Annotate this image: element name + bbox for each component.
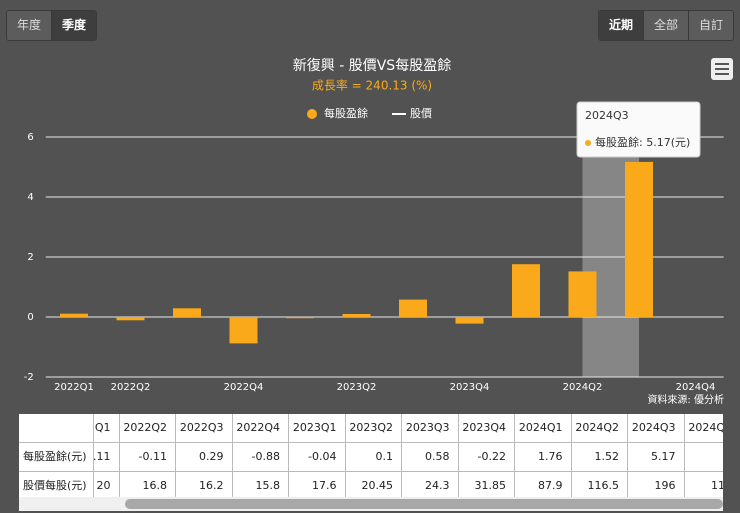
corner: [19, 414, 94, 442]
header-cell: 2023Q4: [459, 414, 515, 442]
menu-icon[interactable]: [711, 58, 733, 80]
table-cell: -0.88: [233, 443, 289, 471]
header-cell: 2024Q3: [628, 414, 685, 442]
period-toggle: 年度 季度: [6, 10, 98, 41]
data-table: 2022Q12022Q22022Q32022Q42023Q12023Q22023…: [19, 414, 723, 501]
bar: [455, 317, 484, 324]
legend-symbol: [307, 109, 317, 119]
bar: [229, 317, 258, 344]
row-label: 股價每股(元): [19, 472, 94, 500]
header-cell: 2022Q3: [176, 414, 233, 442]
table-cell: 0.1: [346, 443, 402, 471]
x-tick-label: 2024Q2: [563, 382, 603, 393]
table-scroll: 0.11-0.110.29-0.88-0.040.10.58-0.221.761…: [94, 443, 723, 471]
button[interactable]: 全部: [643, 11, 689, 40]
table-cell: 15.8: [233, 472, 289, 500]
x-tick-label: 2022Q2: [111, 382, 151, 393]
source: 資料來源: 優分析: [647, 393, 724, 406]
table-cell: 5.17: [628, 443, 685, 471]
table-cells: 0.11-0.110.29-0.88-0.040.10.58-0.221.761…: [94, 443, 723, 471]
x-tick-label: 2023Q4: [450, 382, 490, 393]
tooltip-box: [576, 101, 701, 158]
header-cell: 2022Q1: [94, 414, 120, 442]
table-cell: 87.9: [515, 472, 572, 500]
legend-label: 股價: [410, 106, 432, 120]
button[interactable]: 近期: [598, 11, 644, 40]
bar: [512, 264, 540, 317]
tooltip-text: 每股盈餘: 5.17(元): [595, 135, 690, 149]
table-cell: 0.11: [94, 443, 120, 471]
table-header: 2022Q12022Q22022Q32022Q42023Q12023Q22023…: [19, 414, 723, 443]
button[interactable]: 自訂: [688, 11, 733, 40]
scroll-thumb[interactable]: [125, 499, 723, 509]
header-cell: 2024Q4: [685, 414, 723, 442]
table-cell: 0.58: [402, 443, 459, 471]
tooltip-title: 2024Q3: [585, 109, 629, 122]
legend-label: 每股盈餘: [324, 106, 368, 120]
table-cells: 2022Q12022Q22022Q32022Q42023Q12023Q22023…: [94, 414, 723, 442]
y-tick-label: 4: [27, 192, 33, 203]
table-cell: 16.2: [176, 472, 233, 500]
x-tick-label: 2024Q4: [676, 382, 716, 393]
tooltip-dot: [585, 140, 591, 146]
scrollbar[interactable]: [19, 497, 723, 511]
table-cell: 24.3: [402, 472, 459, 500]
header-cell: 2024Q2: [572, 414, 628, 442]
header-cell: 2024Q1: [515, 414, 572, 442]
y-tick-label: 2: [27, 252, 33, 263]
header-cell: 2023Q2: [346, 414, 402, 442]
table-cells: 20 16.8 16.2 15.8 17.6 20.45 24.3 31.85 87.9 116.…: [94, 472, 723, 500]
y-tick-label: 0: [27, 312, 33, 323]
table-row: 每股盈餘(元)0.11-0.110.29-0.88-0.040.10.58-0.…: [19, 443, 723, 472]
x-tick-label: 2023Q2: [337, 382, 377, 393]
bar: [60, 313, 88, 317]
chart-title: 新復興 - 股價VS每股盈餘: [293, 57, 451, 74]
table-scroll: 2022Q12022Q22022Q32022Q42023Q12023Q22023…: [94, 414, 723, 442]
header-cell: 2022Q2: [120, 414, 176, 442]
row-label: 每股盈餘(元): [19, 443, 94, 471]
table-cell: 1.76: [515, 443, 572, 471]
y-tick-label: 6: [27, 132, 33, 143]
button[interactable]: 年度: [7, 11, 53, 40]
x-tick-label: 2022Q1: [54, 382, 94, 393]
bar: [342, 314, 371, 317]
table-cell: 20.45: [346, 472, 402, 500]
table-cell: -0.22: [459, 443, 515, 471]
table-cell: 1.52: [572, 443, 628, 471]
table-cell: [685, 443, 724, 471]
header-cell: 2023Q1: [289, 414, 346, 442]
chart: 新復興 - 股價VS每股盈餘 成長率 = 240.13 (%) 資料來源: 優分…: [24, 57, 733, 406]
table-cell: 113: [685, 472, 723, 500]
y-tick-label: -2: [24, 372, 34, 383]
header-cell: 2022Q4: [233, 414, 289, 442]
chart-subtitle: 成長率 = 240.13 (%): [312, 78, 432, 93]
table-cell: 196: [628, 472, 685, 500]
table-cell: -0.04: [289, 443, 346, 471]
range-toggle: 近期 全部 自訂: [597, 10, 734, 41]
x-tick-label: 2022Q4: [224, 382, 264, 393]
table-cell: -0.11: [120, 443, 176, 471]
table-cell: 20: [94, 472, 120, 500]
table-scroll: 20 16.8 16.2 15.8 17.6 20.45 24.3 31.85 87.9 116.…: [94, 472, 723, 500]
header-cell: 2023Q3: [402, 414, 459, 442]
button[interactable]: 季度: [52, 11, 97, 40]
table-cell: 0.29: [176, 443, 233, 471]
bar: [399, 299, 427, 317]
bar: [625, 161, 653, 317]
table-cell: 116.5: [572, 472, 628, 500]
bar: [568, 271, 597, 317]
bar: [116, 317, 145, 321]
bar: [286, 317, 314, 319]
table-cell: 31.85: [459, 472, 515, 500]
bar: [173, 308, 201, 317]
table-cell: 17.6: [289, 472, 346, 500]
table-cell: 16.8: [120, 472, 176, 500]
